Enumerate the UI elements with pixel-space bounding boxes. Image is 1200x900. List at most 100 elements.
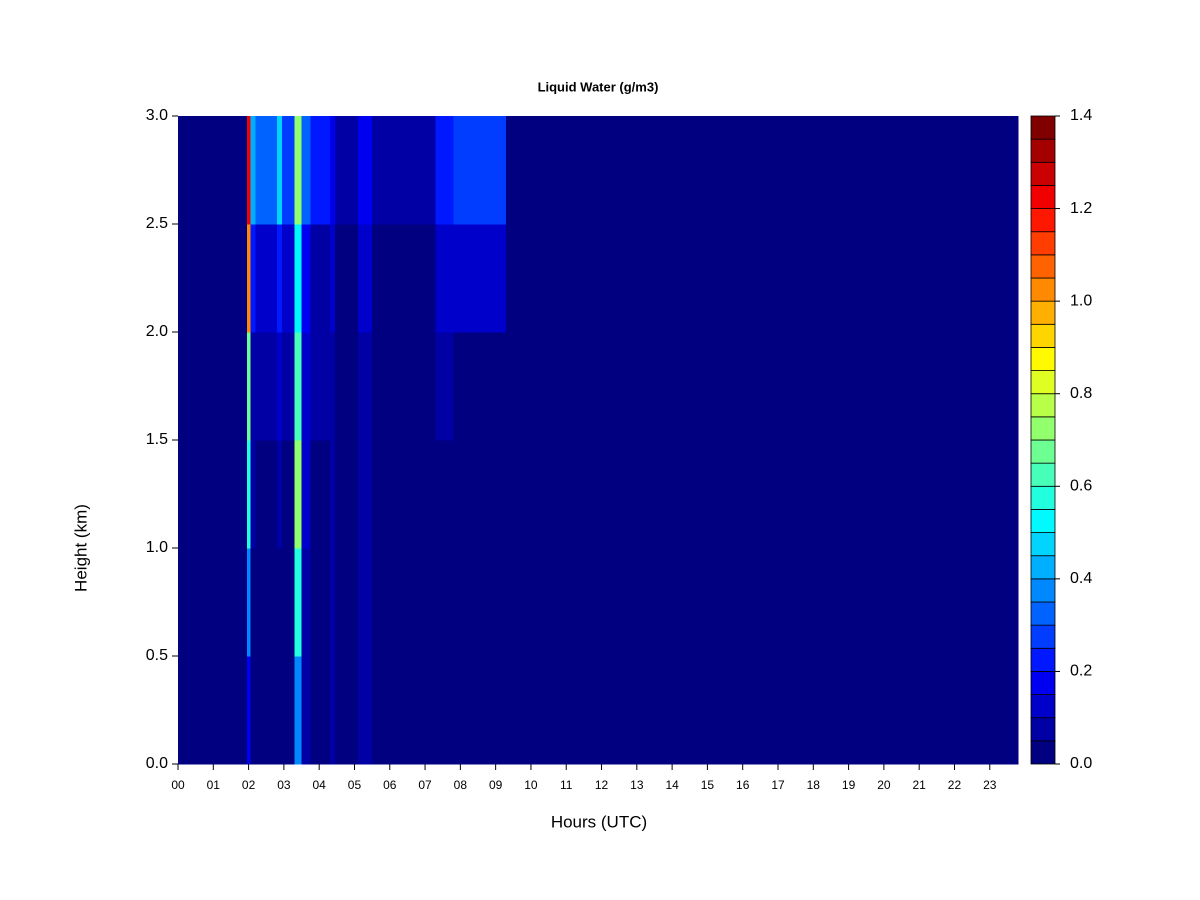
x-tick-label: 05 [348,778,362,792]
heatmap-cell [329,116,336,225]
heatmap-cell [506,548,1019,657]
x-tick-label: 01 [207,778,221,792]
colorbar-level [1030,208,1056,233]
x-axis-label: Hours (UTC) [551,812,647,831]
colorbar-level [1030,555,1056,580]
heatmap-cell [506,116,1019,225]
heatmap-cell [435,332,454,441]
heatmap-cell [435,548,454,657]
heatmap-cell [372,440,436,549]
colorbar-level [1030,393,1056,418]
heatmap-cell [250,224,256,333]
x-tick-label: 13 [630,778,644,792]
heatmap-cell [435,224,454,333]
heatmap-cell [282,116,295,225]
heatmap-cell [310,224,331,333]
heatmap-cell [358,656,373,765]
heatmap-cell [178,116,248,225]
heatmap-cell [470,116,507,225]
colorbar-level [1030,624,1056,649]
heatmap-cell [335,332,359,441]
heatmap-cell [246,656,251,765]
heatmap-cell [276,548,283,657]
x-tick-label: 07 [418,778,432,792]
colorbar-level [1030,647,1056,672]
heatmap-cell [358,440,373,549]
x-tick-label: 21 [912,778,926,792]
x-tick-label: 22 [948,778,962,792]
heatmap-cell [178,548,248,657]
colorbar-level [1030,138,1056,163]
x-tick-label: 20 [877,778,891,792]
heatmap-cell [453,656,472,765]
heatmap-cell [470,548,507,657]
y-tick-label: 2.0 [146,323,168,340]
x-tick-label: 12 [595,778,609,792]
colorbar-level [1030,740,1056,765]
heatmap-cell [506,224,1019,333]
x-tick-label: 00 [171,778,185,792]
colorbar-level [1030,115,1056,140]
heatmap-cell [246,440,251,549]
heatmap-cell [294,332,302,441]
x-tick-label: 18 [807,778,821,792]
heatmap-cell [255,656,278,765]
heatmap-cell [246,224,251,333]
heatmap-cell [276,656,283,765]
colorbar-level [1030,439,1056,464]
heatmap-cell [329,548,336,657]
heatmap-cell [310,656,331,765]
colorbar-tick-label: 0.6 [1070,478,1092,495]
heatmap-cell [246,332,251,441]
colorbar-tick-label: 1.0 [1070,292,1092,309]
y-tick-label: 1.0 [146,539,168,556]
y-axis-label: Height (km) [71,504,90,592]
x-tick-label: 03 [277,778,291,792]
colorbar-level [1030,254,1056,279]
heatmap-cell [453,116,472,225]
colorbar-level [1030,323,1056,348]
heatmap-cell [435,440,454,549]
colorbar-level [1030,532,1056,557]
heatmap-cell [310,440,331,549]
heatmap-cell [178,224,248,333]
heatmap-cell [372,116,436,225]
heatmap-cell [178,440,248,549]
colorbar-level [1030,671,1056,695]
heatmap-cell [470,440,507,549]
x-tick-label: 09 [489,778,503,792]
colorbar-level [1030,462,1056,487]
heatmap-cell [255,440,278,549]
heatmap-cell [470,656,507,765]
heatmap-cell [301,440,311,549]
colorbar-level [1030,347,1056,371]
heatmap-cell [329,656,336,765]
heatmap-cell [358,224,373,333]
heatmap-cell [294,548,302,657]
heatmap-cell [250,440,256,549]
colorbar-level [1030,717,1056,742]
x-tick-label: 06 [383,778,397,792]
heatmap-cell [250,332,256,441]
heatmap-cell [246,116,251,225]
colorbar-level [1030,185,1056,209]
y-tick-label: 1.5 [146,431,168,448]
x-tick-label: 15 [701,778,715,792]
heatmap-cell [310,332,331,441]
heatmap-cell [310,116,331,225]
x-tick-label: 04 [312,778,326,792]
heatmap-cell [372,224,436,333]
colorbar-tick-label: 0.8 [1070,385,1092,402]
heatmap-cell [255,224,278,333]
x-tick-label: 19 [842,778,856,792]
heatmap-cell [358,116,373,225]
heatmap-cell [282,332,295,441]
colorbar-tick-label: 0.4 [1070,570,1092,587]
heatmap-cell [178,656,248,765]
heatmap-cell [255,332,278,441]
x-tick-label: 16 [736,778,750,792]
colorbar-tick-label: 1.2 [1070,200,1092,217]
colorbar-tick-label: 1.4 [1070,107,1092,124]
heatmap-cell [335,548,359,657]
